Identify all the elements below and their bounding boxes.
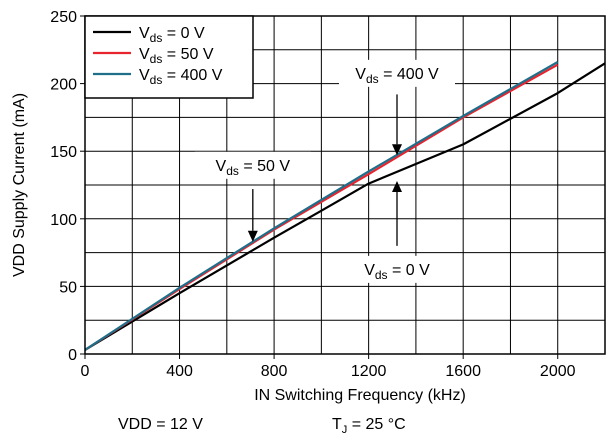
y-tick-label: 100 — [50, 212, 77, 229]
annotation-arrowhead — [247, 230, 258, 242]
y-tick-label: 250 — [50, 9, 77, 26]
x-tick-label: 1600 — [445, 363, 481, 380]
series-line — [84, 61, 559, 351]
x-tick-label: 800 — [261, 363, 288, 380]
condition-vdd: VDD = 12 V — [118, 416, 203, 433]
annotation-label: Vds = 50 V — [216, 158, 291, 178]
y-tick-label: 50 — [59, 279, 77, 296]
y-tick-label: 0 — [68, 347, 77, 364]
y-axis-label: VDD Supply Current (mA) — [11, 93, 28, 277]
series-line — [84, 62, 606, 351]
annotation-label-bg — [194, 151, 311, 179]
annotations: Vds = 400 V Vds = 50 V Vds = 0 V — [194, 59, 455, 283]
legend-entry: Vds = 0 V — [139, 25, 205, 45]
annotation-arrowhead — [392, 144, 402, 156]
plot-frame — [84, 15, 606, 355]
annotation-arrowhead — [392, 180, 402, 192]
legend-entry: Vds = 400 V — [139, 67, 223, 87]
annotation-label: Vds = 400 V — [355, 66, 439, 86]
y-tick-label: 200 — [50, 77, 77, 94]
x-tick-label: 1200 — [351, 363, 387, 380]
x-tick-label: 0 — [81, 363, 90, 380]
condition-tj: TJ = 25 °C — [332, 416, 406, 437]
annotation-label: Vds = 0 V — [364, 262, 430, 282]
annotation-label-bg — [339, 255, 455, 283]
annotation-label-bg — [339, 59, 455, 87]
x-axis-label: IN Switching Frequency (kHz) — [254, 387, 466, 404]
legend-box — [84, 15, 254, 99]
x-tick-label: 2000 — [540, 363, 576, 380]
x-tick-label: 400 — [166, 363, 193, 380]
series-lines — [84, 61, 606, 351]
y-tick-label: 150 — [50, 144, 77, 161]
axes: 0 50 100 150 200 250 0 400 800 1200 1600 2000 IN Swi… — [11, 9, 606, 404]
legend-entry: Vds = 50 V — [139, 46, 214, 66]
